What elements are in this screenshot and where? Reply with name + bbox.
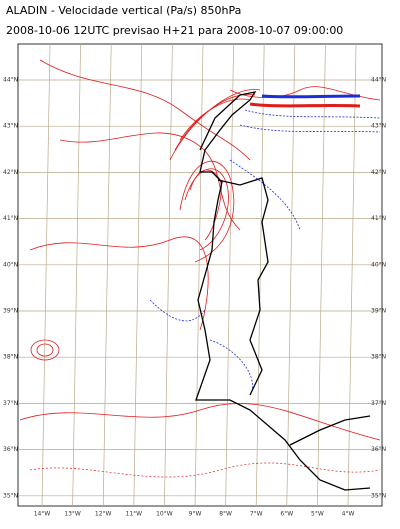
subtitle: 2008-10-06 12UTC previsao H+21 para 2008… (6, 24, 343, 37)
contour (19, 403, 381, 441)
lat-label-right: 38°N (371, 354, 386, 361)
lon-label: 4°W (342, 511, 355, 518)
contour (29, 462, 381, 478)
contour (249, 102, 361, 108)
contour (244, 109, 381, 119)
meridian (164, 43, 173, 507)
lat-label: 36°N (3, 446, 18, 453)
lon-label: 7°W (250, 511, 263, 518)
contour (174, 93, 256, 151)
lat-label-right: 42°N (371, 169, 386, 176)
contours (19, 59, 381, 478)
meridian (72, 43, 81, 507)
contour (149, 299, 206, 322)
contour (229, 86, 381, 101)
lat-label: 39°N (3, 308, 18, 315)
lat-label: 40°N (3, 261, 18, 268)
border (289, 415, 371, 446)
contour (179, 160, 235, 263)
contour (179, 98, 251, 141)
lat-label-right: 37°N (371, 400, 386, 407)
lat-label-right: 40°N (371, 261, 386, 268)
border (217, 177, 269, 396)
lon-label: 14°W (34, 511, 51, 518)
meridian (317, 43, 326, 507)
lat-label-right: 41°N (371, 215, 386, 222)
meridian (194, 43, 204, 507)
lat-label: 37°N (3, 400, 18, 407)
lon-label: 6°W (280, 511, 293, 518)
lat-label: 38°N (3, 354, 18, 361)
contour (36, 343, 54, 357)
lat-label: 35°N (3, 492, 18, 499)
lon-label: 5°W (311, 511, 324, 518)
contour (169, 89, 261, 161)
lon-label: 12°W (95, 511, 112, 518)
meridian (286, 43, 296, 507)
lat-label: 44°N (3, 77, 18, 84)
meridian (347, 43, 357, 507)
lat-label: 41°N (3, 215, 18, 222)
lon-label: 13°W (64, 511, 81, 518)
lat-label-right: 35°N (371, 492, 386, 499)
lat-label-right: 44°N (371, 77, 386, 84)
contour (59, 132, 241, 231)
contour (29, 236, 209, 331)
map-frame (17, 43, 383, 507)
meridian (133, 43, 143, 507)
lat-label-right: 36°N (371, 446, 386, 453)
coastline (195, 91, 371, 491)
meridian (102, 43, 112, 507)
lon-label: 8°W (219, 511, 232, 518)
lon-label: 10°W (156, 511, 173, 518)
lat-label: 43°N (3, 123, 18, 130)
lon-label: 9°W (189, 511, 202, 518)
contour (261, 94, 361, 99)
graticule (18, 43, 382, 507)
contour (39, 59, 251, 161)
lat-label-right: 39°N (371, 308, 386, 315)
contour (30, 339, 60, 361)
contour (229, 159, 301, 231)
lat-label: 42°N (3, 169, 18, 176)
lon-label: 11°W (126, 511, 143, 518)
lat-label-right: 43°N (371, 123, 386, 130)
contour (209, 339, 253, 396)
meridian (225, 43, 234, 507)
meridian (41, 43, 51, 507)
title: ALADIN - Velocidade vertical (Pa/s) 850h… (6, 4, 241, 17)
